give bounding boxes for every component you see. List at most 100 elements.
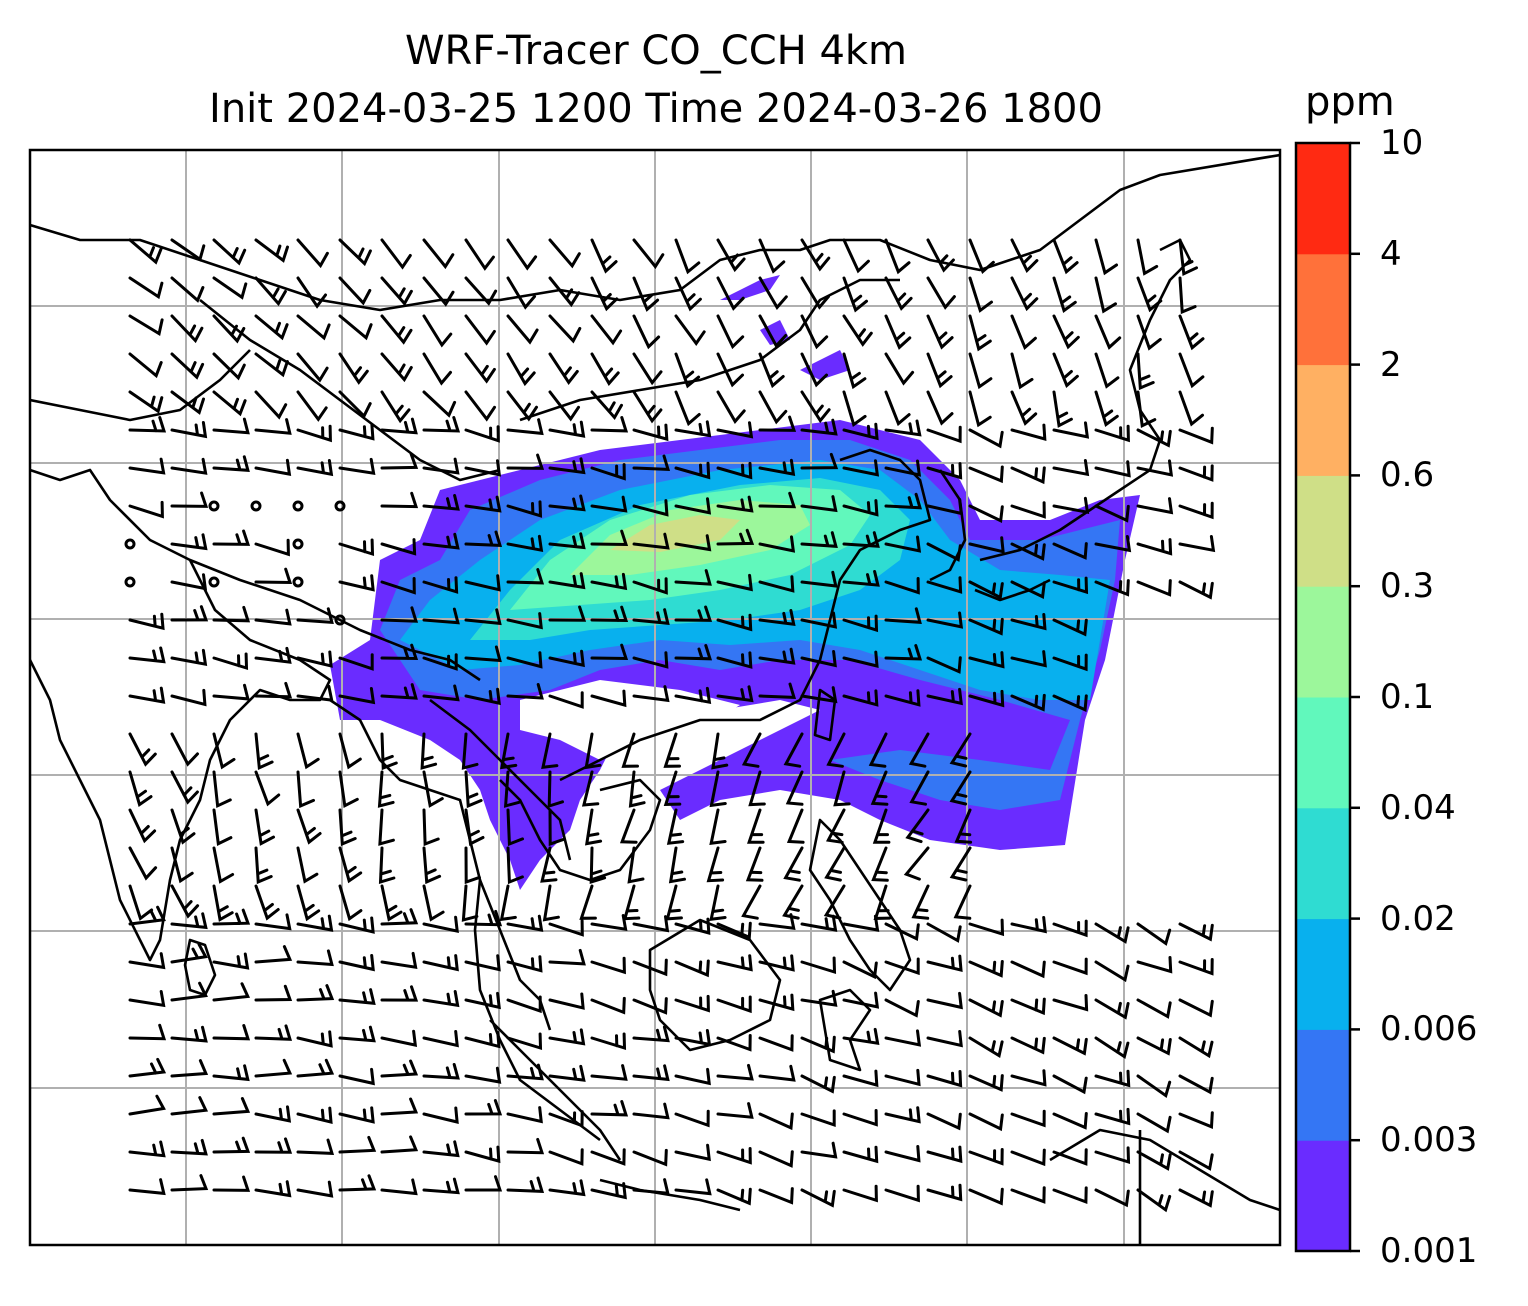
wind-barb <box>170 732 199 767</box>
wind-barb <box>627 846 645 884</box>
wind-barb <box>758 954 795 972</box>
wind-barb <box>949 770 972 806</box>
wind-barb <box>1010 1148 1046 1167</box>
border-central-asia <box>30 349 251 422</box>
wind-barb <box>548 572 586 590</box>
wind-barb <box>949 846 972 882</box>
wind-barb <box>548 1028 586 1046</box>
wind-barb <box>1094 579 1130 597</box>
wind-barb <box>170 808 196 845</box>
wind-barb <box>128 314 164 336</box>
wind-barb <box>540 846 558 883</box>
wind-barb <box>884 607 922 624</box>
wind-barb <box>1094 960 1130 983</box>
wind-barb <box>716 390 746 424</box>
wind-barb <box>503 770 521 808</box>
wind-barb <box>464 238 495 271</box>
wind-barb <box>884 1184 920 1203</box>
wind-barb <box>170 573 208 591</box>
wind-barb <box>871 846 889 882</box>
wind-barb <box>758 1034 794 1052</box>
wind-barb <box>547 770 564 809</box>
wind-barb <box>1094 535 1132 553</box>
wind-barb <box>506 1137 545 1155</box>
wind-barb <box>422 494 460 511</box>
wind-barb <box>1178 580 1214 600</box>
wind-barb <box>842 689 879 707</box>
wind-barb <box>968 1148 1004 1166</box>
wind-barb <box>926 352 953 389</box>
wind-barb <box>926 954 963 973</box>
coast-malay-peninsula <box>478 879 552 1031</box>
wind-barb <box>548 992 585 1010</box>
wind-barb <box>296 1138 335 1155</box>
wind-barb <box>926 656 962 674</box>
wind-barb <box>548 352 579 385</box>
wind-barb <box>884 419 922 437</box>
wind-barb <box>968 1112 1004 1132</box>
wind-barb <box>1052 314 1080 350</box>
wind-barb <box>668 846 686 884</box>
wind-barb <box>783 846 804 882</box>
wind-barb <box>674 1143 711 1162</box>
wind-barb <box>632 390 663 424</box>
calm-wind-marker <box>334 614 346 626</box>
wind-barb <box>422 954 459 972</box>
wind-barb <box>506 352 536 387</box>
colorbar-segment <box>1296 253 1350 366</box>
wind-barb <box>1010 542 1046 561</box>
wind-barb <box>758 352 785 389</box>
colorbar-tick-label: 0.6 <box>1380 455 1435 496</box>
wind-barb <box>716 352 744 388</box>
wind-barb <box>884 492 923 510</box>
wind-barb <box>884 689 921 707</box>
wind-barb <box>422 770 444 808</box>
wind-barb <box>254 770 281 807</box>
wind-barb <box>464 459 502 477</box>
wind-barb <box>665 884 683 921</box>
wind-barb <box>716 1102 754 1119</box>
wind-barb <box>590 276 619 312</box>
wind-barb <box>674 644 713 661</box>
wind-barb <box>800 1109 836 1127</box>
wind-barb <box>709 808 727 846</box>
border-southeast-asia <box>429 698 572 861</box>
wind-barb <box>758 1112 794 1131</box>
wind-barb <box>782 884 804 920</box>
wind-barb <box>548 808 565 847</box>
wind-barb <box>542 884 560 922</box>
wind-barb <box>800 314 829 350</box>
wind-barb <box>296 984 335 1002</box>
wind-barb <box>254 390 288 420</box>
wind-barb <box>464 495 502 513</box>
wind-barb <box>338 770 359 808</box>
wind-barb <box>884 535 922 553</box>
wind-barb <box>758 390 788 425</box>
wind-barb <box>128 416 167 433</box>
wind-barb <box>716 921 752 940</box>
wind-barb <box>254 1105 292 1123</box>
wind-barb <box>212 455 250 472</box>
wind-barb <box>1010 466 1046 485</box>
wind-barb <box>506 1063 544 1081</box>
wind-barb <box>1136 1036 1172 1056</box>
wind-barb <box>800 956 837 975</box>
wind-barb <box>548 1064 586 1082</box>
wind-barb <box>296 684 334 702</box>
wind-barb <box>842 1184 878 1203</box>
wind-barb <box>170 352 205 380</box>
wind-barb <box>170 1096 209 1116</box>
wind-barb <box>506 955 543 973</box>
wind-barb <box>842 422 879 441</box>
wind-barb <box>1094 390 1119 427</box>
wind-barb <box>1094 1188 1130 1208</box>
wind-barb <box>1052 957 1088 976</box>
wind-barb <box>968 1074 1004 1092</box>
wind-barb <box>590 495 628 513</box>
wind-barb <box>506 1106 543 1124</box>
wind-barb <box>758 1187 794 1205</box>
wind-barb <box>1094 922 1130 944</box>
wind-barb <box>170 421 208 439</box>
wind-barb <box>254 984 293 1002</box>
wind-barb <box>464 687 501 706</box>
